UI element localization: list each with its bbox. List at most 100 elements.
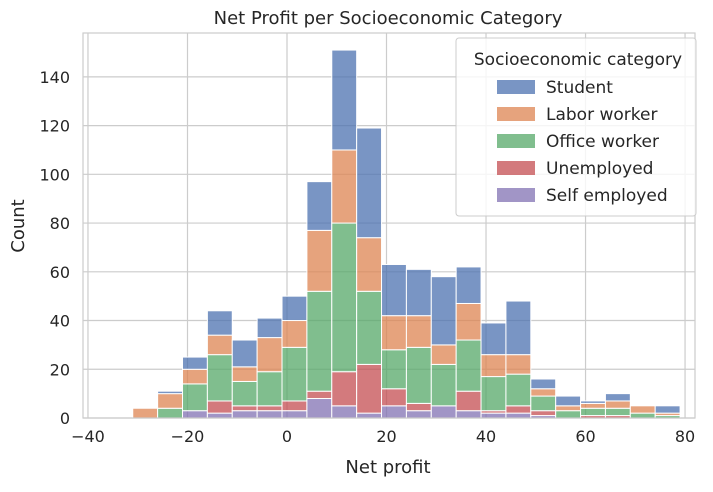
bar-segment xyxy=(604,400,631,409)
bar-segment xyxy=(405,402,432,412)
bar-segment xyxy=(256,317,283,339)
y-tick-label: 0 xyxy=(60,409,70,428)
bar-segment xyxy=(132,407,159,419)
bar-segment xyxy=(555,405,582,412)
bar-segment xyxy=(331,222,358,373)
bar-segment xyxy=(530,395,557,412)
bar-segment xyxy=(281,320,308,348)
bar-segment xyxy=(455,302,482,341)
bar-segment xyxy=(629,405,656,414)
bar-segment xyxy=(430,344,457,365)
y-tick-label: 40 xyxy=(50,312,70,331)
bar-segment xyxy=(182,356,208,370)
legend-swatch xyxy=(497,161,535,175)
bar-segment xyxy=(331,149,358,224)
bar-segment xyxy=(231,405,258,412)
y-tick-label: 20 xyxy=(50,360,70,379)
bar-segment xyxy=(206,354,233,402)
bar-segment xyxy=(206,310,233,336)
bar-segment xyxy=(480,376,507,412)
bar-segment xyxy=(530,410,557,417)
legend-entry-label: Student xyxy=(546,78,613,98)
bar-segment xyxy=(157,407,184,419)
x-axis-label: Net profit xyxy=(345,457,430,478)
bar-segment xyxy=(505,405,532,414)
legend-entry-label: Labor worker xyxy=(546,105,657,125)
bar-segment xyxy=(455,266,482,304)
bar-segment xyxy=(256,371,283,407)
bar-segment xyxy=(157,390,184,395)
axes: −40 −20 0 20 40 60 80 0 20 40 60 80 100 120 140 xyxy=(39,32,696,446)
bar-segment xyxy=(480,354,507,378)
plot-frame xyxy=(82,32,696,419)
bars xyxy=(132,49,681,419)
legend-swatch xyxy=(497,134,535,148)
legend-entry-label: Office worker xyxy=(546,132,659,152)
x-tick-label: 40 xyxy=(476,427,496,446)
bar-segment xyxy=(381,263,407,317)
x-tick-label: −20 xyxy=(171,427,205,446)
legend-title: Socioeconomic category xyxy=(474,50,682,70)
y-tick-label: 60 xyxy=(50,263,70,282)
bar-segment xyxy=(206,412,233,419)
x-tick-label: 80 xyxy=(675,427,695,446)
bar-segment xyxy=(580,407,606,417)
bar-segment xyxy=(455,410,482,419)
bar-segment xyxy=(281,400,308,412)
bar-segment xyxy=(231,366,258,382)
bar-segment xyxy=(356,412,383,419)
bar-segment xyxy=(256,410,283,419)
bar-segment xyxy=(405,315,432,348)
x-tick-label: −40 xyxy=(71,427,105,446)
bar-segment xyxy=(306,390,333,400)
y-tick-label: 120 xyxy=(39,117,70,136)
y-axis-label: Count xyxy=(8,199,29,252)
bar-segment xyxy=(654,405,681,414)
bar-segment xyxy=(231,410,258,419)
legend-swatch xyxy=(497,188,535,202)
x-tick-label: 0 xyxy=(282,427,292,446)
y-tick-label: 140 xyxy=(39,68,70,87)
bar-segment xyxy=(231,380,258,407)
bar-segment xyxy=(306,229,333,292)
bar-segment xyxy=(405,410,432,419)
bar-segment xyxy=(530,378,557,390)
bar-segment xyxy=(629,412,656,419)
bar-segment xyxy=(555,395,582,407)
bar-segment xyxy=(480,412,507,419)
legend: Socioeconomic category Student Labor work… xyxy=(455,37,697,217)
bar-segment xyxy=(281,295,308,322)
bar-segment xyxy=(206,400,233,414)
bar-segment xyxy=(331,49,358,151)
y-tick-label: 80 xyxy=(50,214,70,233)
bar-segment xyxy=(256,337,283,373)
legend-swatch xyxy=(497,107,535,121)
bar-segment xyxy=(455,339,482,392)
bar-segment xyxy=(505,354,532,375)
bar-segment xyxy=(182,368,208,385)
bar-segment xyxy=(381,349,407,390)
bar-segment xyxy=(331,371,358,407)
bar-segment xyxy=(505,412,532,419)
x-tick-label: 20 xyxy=(376,427,396,446)
bar-segment xyxy=(381,405,407,419)
bar-segment xyxy=(580,402,606,409)
bar-segment xyxy=(604,407,631,417)
bar-segment xyxy=(356,127,383,239)
bar-segment xyxy=(505,373,532,407)
bar-segment xyxy=(356,363,383,414)
bar-segment xyxy=(157,393,184,409)
bar-segment xyxy=(405,346,432,404)
bar-segment xyxy=(356,290,383,365)
legend-swatch xyxy=(497,80,535,94)
legend-entry-label: Unemployed xyxy=(546,159,653,179)
legend-entry-label: Self employed xyxy=(546,186,668,206)
bar-segment xyxy=(331,405,358,419)
x-tick-label: 60 xyxy=(575,427,595,446)
bar-segment xyxy=(182,383,208,412)
bar-segment xyxy=(306,181,333,231)
bar-segment xyxy=(580,400,606,404)
bar-segment xyxy=(480,322,507,356)
